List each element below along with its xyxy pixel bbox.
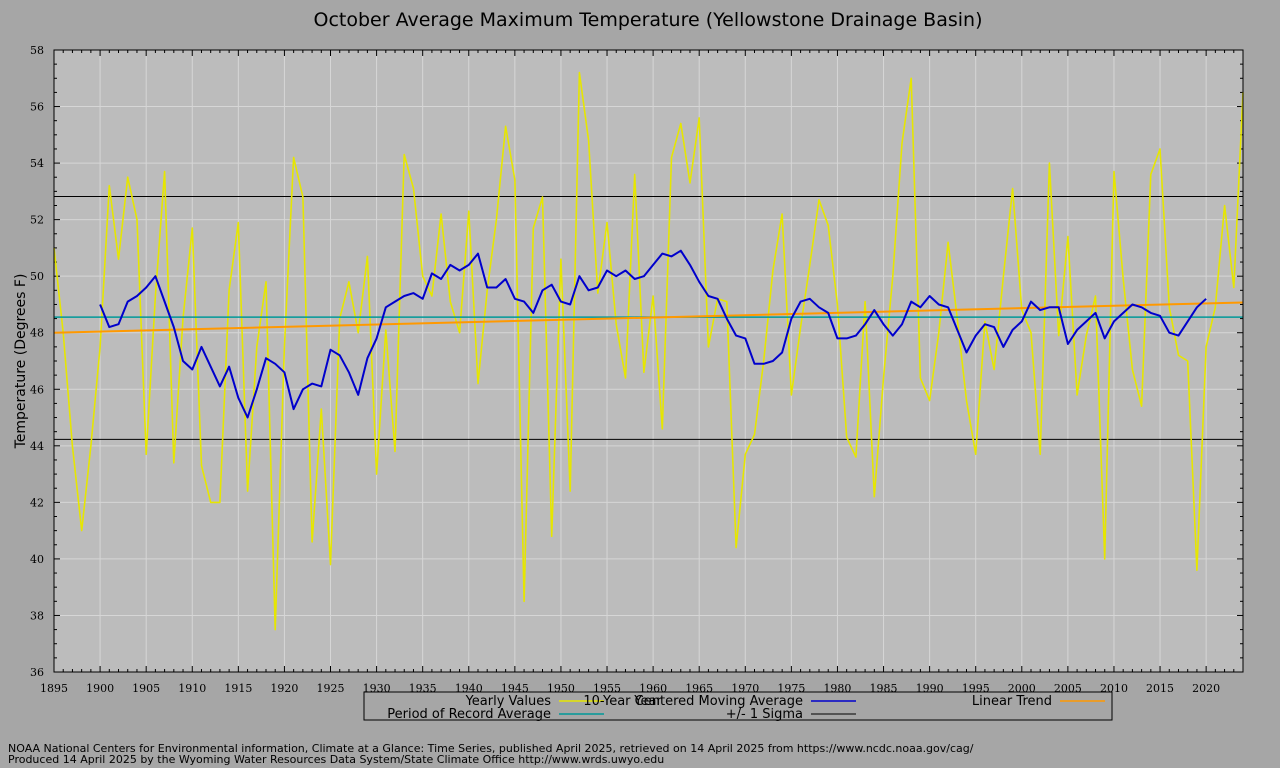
legend-label-sigma: +/- 1 Sigma — [726, 707, 803, 722]
legend-label-linear-trend: Linear Trend — [972, 694, 1052, 709]
legend: Yearly Values 10-Year Centered Moving Av… — [363, 691, 1113, 722]
x-tick-label: 1895 — [40, 682, 68, 695]
plot-border — [53, 49, 1244, 673]
linear-trend-line — [53, 301, 1244, 334]
x-axis-label: Year — [633, 694, 662, 709]
x-tick-label: 2020 — [1192, 682, 1220, 695]
legend-label-period-average: Period of Record Average — [387, 707, 551, 722]
y-tick-label: 38 — [30, 609, 44, 622]
x-tick-label: 1925 — [317, 682, 345, 695]
legend-box — [363, 691, 1113, 721]
y-tick-label: 52 — [30, 214, 44, 227]
y-tick-label: 46 — [30, 383, 44, 396]
y-tick-label: 48 — [30, 327, 44, 340]
legend-label-yearly-values: Yearly Values — [465, 694, 552, 709]
x-tick-label: 1910 — [178, 682, 206, 695]
moving-average-line — [99, 249, 1207, 419]
y-tick-label: 36 — [30, 666, 44, 679]
x-tick-label: 1905 — [132, 682, 160, 695]
x-tick-label: 1920 — [270, 682, 298, 695]
x-tick-label: 1900 — [86, 682, 114, 695]
chart-title: October Average Maximum Temperature (Yel… — [314, 9, 983, 31]
footer-credit-line: Produced 14 April 2025 by the Wyoming Wa… — [8, 753, 664, 766]
legend-label-moving-average: 10-Year Centered Moving Average — [583, 694, 803, 709]
x-tick-label: 1915 — [224, 682, 252, 695]
y-tick-label: 44 — [30, 440, 44, 453]
footer-source-line: NOAA National Centers for Environmental … — [8, 742, 974, 755]
data-series — [53, 71, 1244, 631]
y-axis-label: Temperature (Degrees F) — [13, 274, 29, 450]
y-tick-label: 54 — [30, 157, 44, 170]
plot-area — [53, 49, 1244, 673]
y-tick-label: 58 — [30, 44, 44, 57]
y-tick-label: 50 — [30, 270, 44, 283]
x-tick-label: 2015 — [1146, 682, 1174, 695]
y-tick-label: 56 — [30, 101, 44, 114]
y-tick-label: 40 — [30, 553, 44, 566]
y-tick-label: 42 — [30, 496, 44, 509]
